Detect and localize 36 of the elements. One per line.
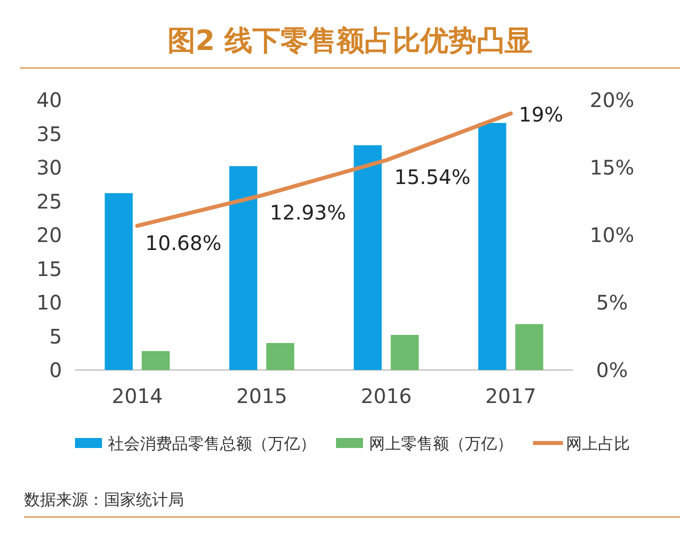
- bar: [515, 324, 544, 370]
- data-label: 10.68%: [145, 230, 222, 255]
- bar: [229, 166, 258, 370]
- bar: [104, 193, 133, 370]
- bar: [266, 343, 294, 370]
- y-tick-label: 15: [36, 256, 62, 281]
- x-tick-label: 2017: [485, 384, 536, 408]
- data-label: 15.54%: [394, 165, 471, 190]
- bar: [478, 122, 506, 370]
- legend-label: 社会消费品零售总额（万亿）: [108, 434, 316, 453]
- y-tick-label: 35: [36, 122, 62, 146]
- y-tick-label: 10: [36, 290, 62, 314]
- y-tick-label: 20: [36, 223, 62, 247]
- y-tick-label: 25: [36, 189, 62, 214]
- y-tick-label: 40: [36, 88, 62, 112]
- legend-label: 网上占比: [566, 434, 630, 453]
- y2-tick-label: 15%: [590, 156, 634, 180]
- y-tick-label: 5: [49, 324, 62, 348]
- y-tick-label: 30: [36, 156, 62, 180]
- x-tick-label: 2014: [112, 384, 163, 408]
- legend-label: 网上零售额（万亿）: [369, 434, 513, 453]
- line-series: [135, 112, 513, 228]
- y-tick-label: 0: [49, 358, 62, 382]
- y2-tick-label: 20%: [590, 88, 634, 112]
- source-note: 数据来源：国家统计局: [24, 490, 184, 509]
- bar: [142, 351, 170, 370]
- chart-title: 图2 线下零售额占比优势凸显: [167, 24, 533, 57]
- bar: [390, 334, 419, 370]
- x-tick-label: 2015: [236, 384, 288, 408]
- data-label: 12.93%: [270, 200, 346, 224]
- y2-tick-label: 5%: [596, 290, 628, 314]
- bar: [354, 145, 382, 370]
- y2-tick-label: 10%: [590, 223, 634, 247]
- y2-tick-label: 0%: [596, 358, 628, 382]
- data-label: 19%: [518, 102, 564, 126]
- x-tick-label: 2016: [360, 384, 412, 408]
